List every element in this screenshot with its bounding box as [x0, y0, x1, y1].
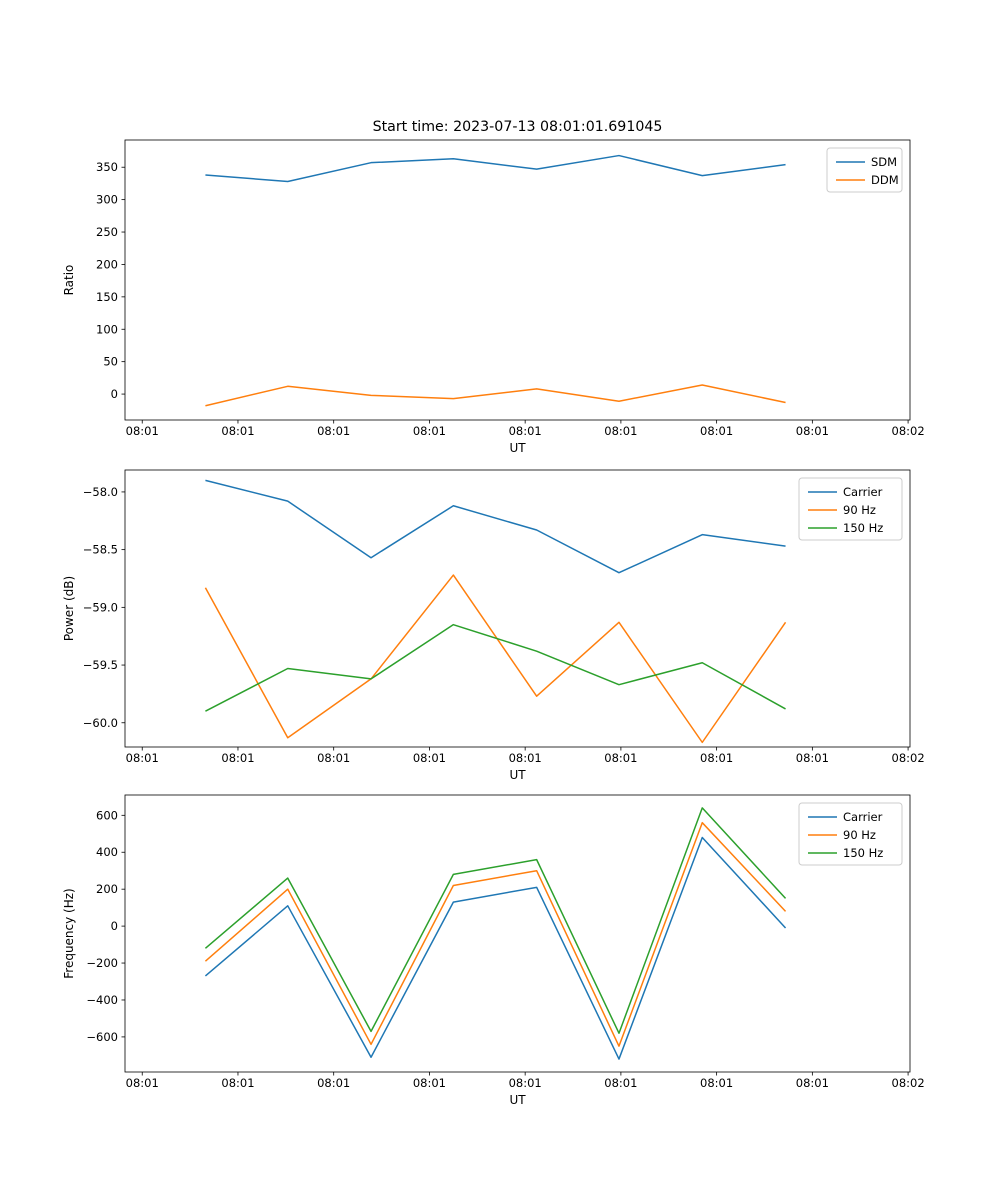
x-tick-label: 08:01	[604, 424, 637, 438]
y-tick-label: 100	[96, 322, 118, 336]
y-tick-label: 0	[111, 919, 118, 933]
legend-label: DDM	[871, 173, 899, 187]
x-tick-label: 08:01	[796, 751, 829, 765]
y-tick-label: −600	[86, 1030, 118, 1044]
x-tick-label: 08:01	[413, 424, 446, 438]
x-tick-label: 08:01	[317, 1076, 350, 1090]
legend-box	[798, 477, 903, 541]
x-tick-label: 08:01	[126, 751, 159, 765]
y-tick-label: 50	[103, 355, 118, 369]
series-line-carrier	[204, 836, 787, 1060]
y-tick-label: 600	[96, 808, 118, 822]
x-tick-label: 08:01	[221, 1076, 254, 1090]
frequency-chart: 08:01 08:01 08:01 08:01 08:01 08:01 08:01 08:01…	[62, 794, 925, 1107]
x-tick-label: 08:01	[509, 424, 542, 438]
y-tick-label: 200	[96, 882, 118, 896]
legend-label: 150 Hz	[843, 846, 883, 860]
power-chart: 08:01 08:01 08:01 08:01 08:01 08:01 08:01 08:01…	[62, 469, 925, 782]
y-axis-label: Ratio	[62, 265, 76, 296]
y-tick-label: 200	[96, 257, 118, 271]
x-tick-label: 08:02	[892, 1076, 925, 1090]
y-tick-label: 0	[111, 387, 118, 401]
legend-label: 90 Hz	[843, 828, 876, 842]
series-line-150-hz	[204, 807, 787, 1034]
series-line-90-hz	[204, 574, 787, 744]
x-tick-label: 08:01	[126, 1076, 159, 1090]
y-tick-label: −60.0	[83, 716, 118, 730]
x-tick-label: 08:01	[126, 424, 159, 438]
legend-label: SDM	[871, 155, 897, 169]
y-tick-label: 400	[96, 845, 118, 859]
x-tick-label: 08:01	[604, 1076, 637, 1090]
x-tick-label: 08:01	[509, 1076, 542, 1090]
x-tick-label: 08:01	[796, 1076, 829, 1090]
series-line-90-hz	[204, 821, 787, 1047]
plot-frame	[124, 794, 911, 1073]
x-axis-label: UT	[509, 441, 526, 455]
legend-box	[826, 147, 903, 193]
x-tick-label: 08:01	[509, 751, 542, 765]
y-tick-label: −200	[86, 956, 118, 970]
x-tick-label: 08:01	[796, 424, 829, 438]
y-tick-label: −400	[86, 993, 118, 1007]
x-tick-label: 08:01	[221, 751, 254, 765]
y-tick-label: 350	[96, 160, 118, 174]
series-line-sdm	[205, 154, 786, 183]
y-tick-label: −58.5	[83, 543, 118, 557]
y-axis-label: Frequency (Hz)	[62, 888, 76, 979]
y-tick-label: −58.0	[83, 485, 118, 499]
x-tick-label: 08:01	[317, 424, 350, 438]
x-axis-label: UT	[509, 1093, 526, 1107]
legend-label: Carrier	[843, 810, 883, 824]
series-line-carrier	[205, 479, 786, 574]
chart-title: Start time: 2023-07-13 08:01:01.691045	[372, 119, 663, 135]
y-tick-label: −59.0	[83, 600, 118, 614]
x-tick-label: 08:01	[700, 751, 733, 765]
y-tick-label: 150	[96, 290, 118, 304]
ratio-chart: 08:01 08:01 08:01 08:01 08:01 08:01 08:01 08:01…	[62, 139, 925, 455]
series-line-ddm	[205, 384, 786, 407]
x-tick-label: 08:02	[892, 424, 925, 438]
legend-label: Carrier	[843, 485, 883, 499]
x-axis-label: UT	[509, 768, 526, 782]
legend-box	[798, 802, 903, 866]
x-tick-label: 08:01	[317, 751, 350, 765]
plot-frame	[124, 139, 911, 421]
x-tick-label: 08:01	[221, 424, 254, 438]
series-line-150-hz	[205, 623, 786, 712]
y-tick-label: 250	[96, 225, 118, 239]
x-tick-label: 08:02	[892, 751, 925, 765]
x-tick-label: 08:01	[413, 751, 446, 765]
y-axis-label: Power (dB)	[62, 576, 76, 641]
legend-label: 150 Hz	[843, 521, 883, 535]
x-tick-label: 08:01	[700, 1076, 733, 1090]
x-tick-label: 08:01	[700, 424, 733, 438]
legend-label: 90 Hz	[843, 503, 876, 517]
y-tick-label: 300	[96, 193, 118, 207]
x-tick-label: 08:01	[413, 1076, 446, 1090]
x-tick-label: 08:01	[604, 751, 637, 765]
y-tick-label: −59.5	[83, 658, 118, 672]
plot-frame	[124, 469, 911, 748]
